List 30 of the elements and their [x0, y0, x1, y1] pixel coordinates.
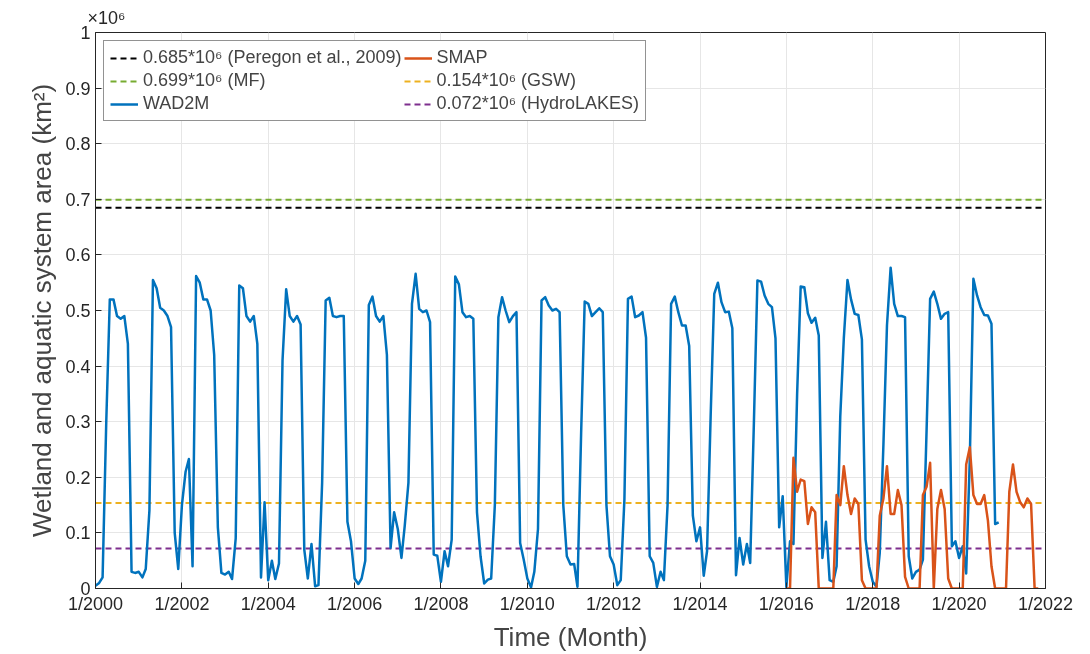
legend-label: 0.072*10⁶ (HydroLAKES): [436, 93, 640, 114]
legend-label: 0.154*10⁶ (GSW): [436, 70, 577, 91]
legend-label: 0.699*10⁶ (MF): [143, 70, 266, 91]
legend-label: WAD2M: [143, 93, 210, 114]
line-series: [95, 266, 1000, 589]
x-tick-label: 1/2014: [672, 593, 728, 614]
y-tick-label: 0.3: [65, 412, 91, 433]
x-tick-label: 1/2020: [931, 593, 987, 614]
y-tick-label: 0.5: [65, 301, 91, 321]
x-tick-label: 1/2008: [413, 593, 469, 614]
line-series: [785, 446, 1040, 589]
y-tick-label: 0.7: [65, 189, 91, 210]
x-tick-label: 1/2010: [499, 593, 555, 614]
y-tick-label: 0.2: [65, 467, 91, 488]
y-tick-label: 0.1: [65, 523, 91, 544]
x-tick-label: 1/2022: [1017, 593, 1074, 614]
x-tick-label: 1/2006: [327, 593, 383, 614]
y-tick-label: 0.4: [65, 356, 91, 377]
x-tick-label: 1/2012: [586, 593, 642, 614]
x-tick-label: 1/2002: [154, 593, 210, 614]
y-tick-label: 0.6: [65, 245, 91, 266]
x-tick-label: 1/2016: [758, 593, 814, 614]
x-tick-label: 1/2018: [845, 593, 901, 614]
y-tick-label: 0.9: [65, 78, 91, 99]
legend-label: 0.685*10⁶ (Peregon et al., 2009): [143, 47, 402, 68]
y-tick-label: 0.8: [65, 134, 91, 155]
x-axis-title: Time (Month): [493, 621, 648, 652]
legend-label: SMAP: [436, 47, 488, 68]
y-axis-title: Wetland and aquatic system area (km²): [27, 83, 58, 538]
x-tick-label: 1/2004: [240, 593, 296, 614]
